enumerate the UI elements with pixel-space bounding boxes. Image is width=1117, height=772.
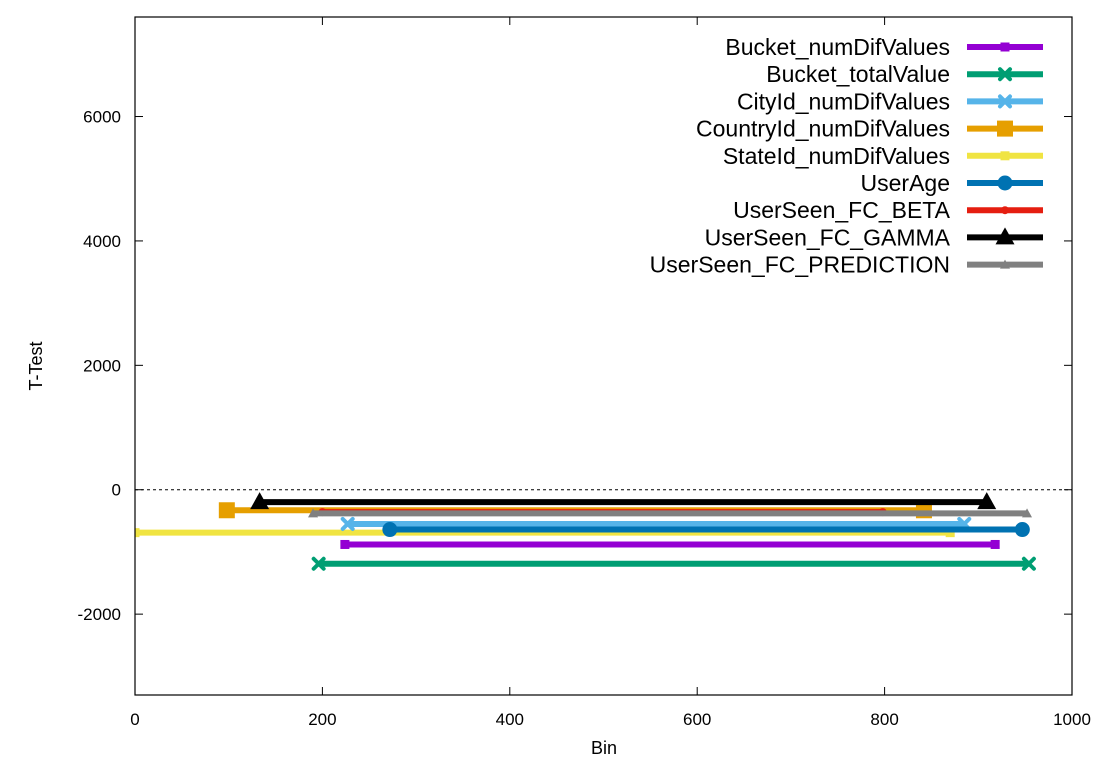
legend-label: Bucket_numDifValues: [725, 34, 950, 60]
data-point: [382, 522, 398, 538]
legend-label: UserSeen_FC_PREDICTION: [650, 252, 950, 278]
y-axis-title: T-Test: [26, 341, 46, 390]
y-tick-label: 6000: [83, 108, 121, 127]
data-point: [218, 502, 235, 519]
data-point: [1014, 522, 1030, 538]
marker-stroke: [1021, 556, 1036, 571]
legend-label: UserSeen_FC_GAMMA: [705, 224, 951, 250]
legend-swatch-marker: [1000, 151, 1010, 161]
y-tick-label: -2000: [78, 605, 121, 624]
x-tick-label: 800: [870, 710, 898, 729]
data-point: [340, 539, 350, 549]
series-stateid-numdifvalues: [135, 528, 955, 538]
legend-swatch-marker: [997, 120, 1013, 137]
legend-label: CountryId_numDifValues: [696, 116, 950, 142]
x-tick-label: 1000: [1053, 710, 1091, 729]
legend-label: UserSeen_FC_BETA: [733, 197, 951, 223]
legend-item-stateid-numdifvalues: StateId_numDifValues: [723, 143, 1043, 169]
legend-swatch-marker: [998, 94, 1012, 109]
x-tick-label: 400: [496, 710, 524, 729]
legend-item-userseen-fc-gamma: UserSeen_FC_GAMMA: [705, 224, 1043, 250]
y-tick-label: 0: [112, 481, 121, 500]
y-tick-label: 4000: [83, 232, 121, 251]
legend-swatch-marker: [1000, 259, 1010, 269]
legend-item-userseen-fc-prediction: UserSeen_FC_PREDICTION: [650, 252, 1043, 278]
legend-swatch-marker: [1001, 206, 1009, 215]
marker-stroke: [340, 516, 355, 531]
data-point: [945, 528, 955, 538]
marker-stroke: [998, 94, 1012, 109]
legend-label: Bucket_totalValue: [766, 61, 950, 87]
series-userseen-fc-gamma: [250, 492, 997, 510]
legend: Bucket_numDifValuesBucket_totalValueCity…: [650, 34, 1043, 278]
plot-area: [135, 489, 1072, 571]
data-point: [340, 516, 355, 531]
data-point: [311, 556, 326, 571]
x-tick-label: 200: [308, 710, 336, 729]
plot-clipped: [135, 489, 1072, 571]
data-point: [250, 492, 270, 510]
plot-frame: [134, 16, 1073, 696]
x-axis-title: Bin: [591, 738, 617, 758]
legend-label: StateId_numDifValues: [723, 143, 950, 169]
marker-stroke: [998, 67, 1012, 82]
series-bucket-numdifvalues: [340, 539, 1000, 549]
legend-item-userage: UserAge: [861, 170, 1043, 196]
series-userseen-fc-prediction: [308, 508, 1033, 518]
marker-stroke: [311, 556, 326, 571]
y-tick-label: 2000: [83, 356, 121, 375]
legend-swatch-marker: [1000, 42, 1010, 52]
data-point: [990, 539, 1000, 549]
legend-label: UserAge: [861, 170, 950, 196]
data-point: [1022, 508, 1033, 518]
legend-item-userseen-fc-beta: UserSeen_FC_BETA: [733, 197, 1043, 223]
legend-swatch-marker: [997, 175, 1013, 191]
legend-item-bucket-numdifvalues: Bucket_numDifValues: [725, 34, 1043, 60]
legend-swatch-marker: [995, 227, 1015, 245]
series-userage: [382, 522, 1030, 538]
legend-item-cityid-numdifvalues: CityId_numDifValues: [737, 88, 1043, 114]
x-tick-label: 0: [130, 710, 139, 729]
legend-item-bucket-totalvalue: Bucket_totalValue: [766, 61, 1043, 87]
axes: 0 200 400 600 800 1000 -2000 0 2000 4000 6000: [78, 16, 1091, 729]
x-tick-label: 600: [683, 710, 711, 729]
series-bucket-totalvalue: [311, 556, 1036, 571]
data-point: [135, 528, 140, 538]
data-point: [1021, 556, 1036, 571]
legend-label: CityId_numDifValues: [737, 88, 950, 114]
data-point: [977, 492, 997, 510]
legend-swatch-marker: [998, 67, 1012, 82]
legend-item-countryid-numdifvalues: CountryId_numDifValues: [696, 116, 1043, 142]
data-point: [308, 508, 319, 518]
